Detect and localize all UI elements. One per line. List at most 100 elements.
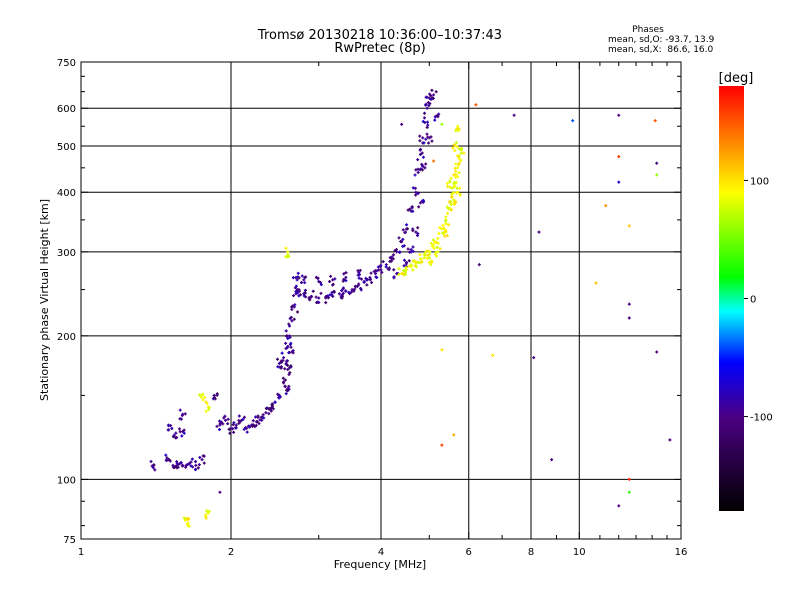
o-trace-point	[262, 416, 266, 420]
o-trace-point	[165, 456, 169, 460]
o-trace-point	[406, 227, 409, 231]
x-trace-point	[435, 245, 439, 249]
o-trace-point	[244, 426, 248, 430]
o-trace-point	[392, 253, 396, 257]
x-trace-point	[447, 223, 451, 227]
x-trace-point	[456, 124, 460, 128]
scattered-point	[440, 443, 444, 447]
o-trace-point	[178, 430, 182, 434]
x-trace-point	[458, 192, 462, 196]
x-trace-point	[452, 198, 456, 202]
y-tick-label: 200	[57, 332, 76, 343]
o-trace-point	[286, 367, 290, 371]
o-trace-point	[302, 278, 306, 282]
o-trace-point	[390, 255, 394, 259]
o-trace-point	[297, 276, 301, 280]
o-trace-point	[211, 397, 215, 401]
o-trace-point	[197, 463, 201, 467]
x-trace-point	[445, 234, 449, 238]
x-trace-point	[199, 395, 203, 399]
x-trace-point	[462, 151, 466, 155]
o-trace-point	[421, 155, 425, 159]
x-trace-point	[453, 149, 457, 153]
scattered-point	[655, 161, 659, 165]
x-trace-point	[207, 406, 211, 410]
o-trace-point	[234, 426, 238, 430]
x-trace-point	[454, 141, 458, 145]
x-tick-label: 1	[78, 547, 84, 558]
o-trace-point	[394, 247, 398, 251]
x-trace-point	[438, 226, 442, 230]
o-trace-point	[430, 96, 434, 100]
o-trace-point	[273, 400, 277, 404]
o-trace-point	[164, 453, 168, 457]
o-trace-point	[328, 293, 332, 297]
x-trace-point	[441, 231, 445, 235]
x-tick-label: 16	[675, 547, 688, 558]
o-trace-point	[360, 277, 364, 281]
o-trace-point	[277, 396, 281, 400]
o-trace-point	[344, 289, 348, 293]
o-trace-point	[267, 407, 271, 411]
o-trace-point	[294, 284, 298, 288]
scattered-point	[512, 113, 516, 117]
o-trace-point	[422, 141, 426, 145]
o-trace-point	[357, 276, 361, 280]
o-trace-point	[418, 148, 422, 152]
o-trace-point	[180, 464, 184, 468]
o-trace-point	[285, 359, 289, 363]
x-trace-point	[433, 240, 437, 244]
o-trace-point	[391, 257, 395, 261]
o-trace-point	[416, 191, 420, 195]
o-trace-point	[411, 245, 415, 249]
o-trace-point	[165, 458, 169, 462]
x-trace-point	[420, 260, 424, 264]
data-points	[149, 88, 672, 528]
o-trace-point	[353, 287, 357, 291]
o-trace-point	[317, 296, 321, 300]
o-trace-point	[179, 461, 183, 465]
x-trace-point	[207, 509, 211, 513]
o-trace-point	[402, 258, 406, 262]
x-trace-point	[456, 145, 460, 149]
o-trace-point	[369, 271, 373, 275]
chart-subtitle: RwPretec (8p)	[334, 41, 425, 56]
o-trace-point	[317, 300, 321, 304]
o-trace-point	[264, 411, 268, 415]
o-trace-point	[403, 231, 407, 235]
o-trace-point	[231, 427, 235, 431]
o-trace-point	[194, 463, 198, 467]
o-trace-point	[414, 190, 418, 194]
scattered-point	[537, 230, 541, 234]
x-trace-point	[207, 408, 211, 412]
o-trace-point	[251, 419, 255, 423]
o-trace-point	[180, 413, 184, 417]
x-trace-point	[425, 256, 429, 260]
x-trace-point	[409, 265, 413, 269]
scattered-point	[491, 353, 495, 357]
o-trace-point	[410, 206, 414, 210]
o-trace-point	[260, 418, 264, 422]
o-trace-point	[283, 385, 287, 389]
o-trace-point	[324, 301, 328, 305]
x-trace-point	[400, 272, 404, 276]
phases-o-stats: mean, sd,O: -93.7, 13.9	[608, 35, 715, 45]
colorbar-ticks: 100 0 -100	[744, 176, 773, 424]
x-trace-point	[444, 222, 448, 226]
o-trace-point	[314, 295, 318, 299]
o-trace-point	[296, 310, 300, 314]
o-trace-point	[202, 461, 206, 465]
o-trace-point	[267, 412, 271, 416]
o-trace-point	[226, 417, 230, 421]
x-tick-labels: 1 2 4 6 8 10 16	[78, 547, 688, 558]
o-trace-point	[303, 281, 307, 285]
o-trace-point	[176, 462, 180, 466]
o-trace-point	[294, 290, 298, 294]
o-trace-point	[286, 389, 290, 393]
o-trace-point	[401, 228, 405, 232]
o-trace-point	[411, 249, 415, 253]
scattered-point	[668, 438, 672, 442]
o-trace-point	[290, 319, 294, 323]
o-trace-point	[328, 280, 332, 284]
o-trace-point	[284, 329, 288, 333]
